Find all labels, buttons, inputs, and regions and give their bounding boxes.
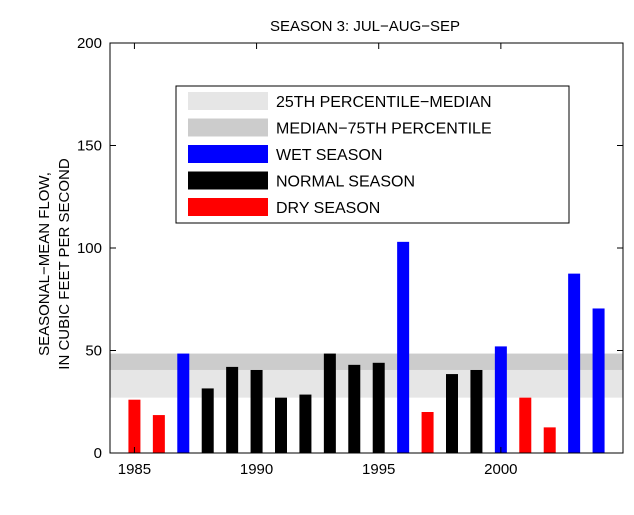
y-tick-label-0: 0 [94, 445, 102, 462]
y-tick-label-3: 150 [77, 138, 102, 155]
percentile-band-1 [110, 353, 623, 370]
bar-2003 [568, 273, 581, 453]
y-axis-label: SEASONAL−MEAN FLOW, IN CUBIC FEET PER SE… [36, 158, 73, 370]
y-axis-label-line-2: IN CUBIC FEET PER SECOND [56, 158, 73, 370]
x-tick-label-2: 1995 [362, 461, 395, 478]
bar-1987 [177, 353, 190, 453]
y-tick-label-4: 200 [77, 35, 102, 52]
legend-swatch-2 [188, 145, 268, 163]
bar-1993 [323, 353, 336, 453]
bar-1989 [226, 366, 239, 453]
chart-title: SEASON 3: JUL−AUG−SEP [270, 18, 460, 35]
bar-2002 [543, 427, 556, 453]
legend-label-3: NORMAL SEASON [276, 174, 415, 191]
bar-1990 [250, 369, 263, 453]
bar-1992 [299, 394, 312, 453]
bar-1988 [201, 388, 214, 453]
legend-swatch-4 [188, 198, 268, 216]
bar-1999 [470, 369, 483, 453]
y-tick-label-1: 50 [85, 343, 102, 360]
axis-ticks: 0 50 100 150 200 1985 1990 1995 2000 [77, 35, 623, 478]
bar-1991 [275, 397, 287, 453]
bar-2001 [519, 397, 532, 453]
bar-1986 [152, 415, 165, 453]
percentile-bands [110, 353, 623, 398]
bar-series [128, 241, 605, 453]
bar-1998 [446, 374, 458, 453]
legend: 25TH PERCENTILE−MEDIAN MEDIAN−75TH PERCEN… [175, 85, 570, 224]
percentile-band-0 [110, 369, 623, 398]
x-tick-label-0: 1985 [118, 461, 151, 478]
legend-label-2: WET SEASON [276, 147, 382, 164]
bar-1994 [348, 364, 361, 453]
y-axis-label-line-1: SEASONAL−MEAN FLOW, [36, 172, 53, 356]
bar-1985 [128, 399, 141, 453]
x-tick-label-3: 2000 [484, 461, 517, 478]
bar-2000 [494, 346, 507, 453]
legend-swatch-0 [188, 92, 268, 110]
legend-label-1: MEDIAN−75TH PERCENTILE [276, 121, 492, 138]
legend-label-0: 25TH PERCENTILE−MEDIAN [276, 94, 492, 111]
bar-1995 [372, 362, 385, 453]
bar-1996 [397, 241, 410, 453]
legend-swatch-1 [188, 118, 268, 137]
x-tick-label-1: 1990 [240, 461, 273, 478]
bar-2004 [592, 308, 605, 453]
y-tick-label-2: 100 [77, 240, 102, 257]
legend-swatch-3 [188, 171, 268, 190]
bar-1997 [421, 412, 434, 453]
legend-label-4: DRY SEASON [276, 200, 380, 217]
